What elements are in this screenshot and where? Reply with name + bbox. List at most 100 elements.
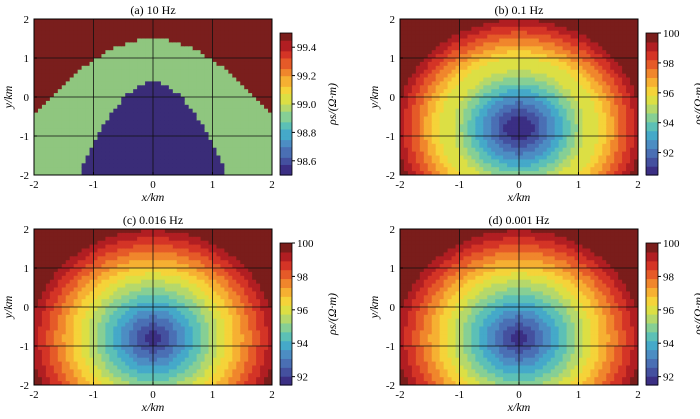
contour-cell [606,77,611,82]
colorbar-segment [280,135,292,141]
contour-cell [431,38,437,43]
contour-cell [97,50,103,55]
contour-cell [89,65,95,71]
contour-cell [49,85,55,90]
contour-cell [208,69,214,75]
contour-cell [578,100,584,106]
contour-cell [160,100,166,106]
contour-cell [451,112,457,118]
contour-cell [475,128,480,133]
contour-cell [65,167,71,172]
contour-cell [550,124,556,129]
contour-cell [578,54,584,59]
colorbar-segment [280,93,292,98]
contour-cell [427,61,433,67]
contour-cell [586,26,591,32]
contour-cell [562,85,568,90]
contour-field [34,229,272,385]
contour-cell [598,147,603,153]
contour-cell [403,89,409,94]
contour-cell [85,58,91,63]
contour-cell [145,69,150,75]
contour-cell [479,30,484,36]
contour-cell [49,116,55,121]
contour-cell [97,54,103,59]
contour-cell [630,155,635,160]
contour-cell [252,136,257,141]
contour-cell [53,22,59,28]
contour-cell [534,46,540,51]
contour-cell [522,42,528,47]
contour-cell [156,54,162,59]
contour-cell [515,65,520,71]
contour-cell [113,97,118,102]
contour-cell [526,54,532,59]
contour-cell [244,120,249,125]
contour-cell [73,69,79,75]
contour-cell [208,167,214,172]
contour-cell [622,61,627,67]
contour-cell [73,100,79,106]
contour-cell [172,81,178,86]
contour-cell [53,34,59,40]
contour-cell [451,128,457,133]
contour-cell [85,22,91,28]
x-tick-label: 2 [635,179,641,191]
contour-cell [168,61,174,67]
contour-cell [101,104,106,110]
contour-cell [499,104,504,110]
contour-cell [69,116,75,121]
contour-cell [224,19,229,24]
contour-cell [519,163,524,168]
contour-cell [515,143,520,149]
contour-cell [618,77,623,82]
contour-cell [93,132,99,137]
contour-cell [586,97,591,102]
contour-cell [220,132,225,137]
contour-cell [212,136,218,141]
contour-cell [562,163,568,168]
contour-cell [570,65,576,71]
contour-cell [141,61,146,67]
contour-cell [256,124,261,129]
contour-cell [34,73,39,79]
contour-cell [141,89,146,94]
contour-cell [117,73,122,79]
contour-cell [164,104,170,110]
contour-cell [113,58,118,63]
contour-cell [558,26,564,32]
contour-cell [77,171,83,175]
contour-cell [550,81,556,86]
contour-cell [610,54,615,59]
contour-cell [519,81,524,86]
contour-cell [503,54,508,59]
contour-cell [34,287,39,292]
contour-cell [415,89,421,94]
contour-cell [61,155,67,160]
contour-cell [204,30,210,36]
contour-cell [427,34,433,40]
contour-cell [594,65,599,71]
contour-cell [34,155,39,160]
contour-cell [164,61,170,67]
contour-cell [117,30,122,36]
contour-cell [435,100,441,106]
contour-cell [455,69,461,75]
contour-cell [455,26,461,32]
contour-cell [41,73,47,79]
contour-cell [129,26,134,32]
contour-cell [244,151,249,157]
contour-cell [93,22,99,28]
contour-cell [606,38,611,43]
contour-cell [622,54,627,59]
contour-cell [53,136,59,141]
colorbar-frame [645,32,659,176]
contour-cell [471,139,476,145]
contour-cell [220,171,225,175]
contour-cell [37,50,43,55]
contour-cell [168,65,174,71]
contour-cell [519,128,524,133]
colorbar-tick-label: 99.0 [297,99,317,111]
contour-cell [256,19,261,24]
